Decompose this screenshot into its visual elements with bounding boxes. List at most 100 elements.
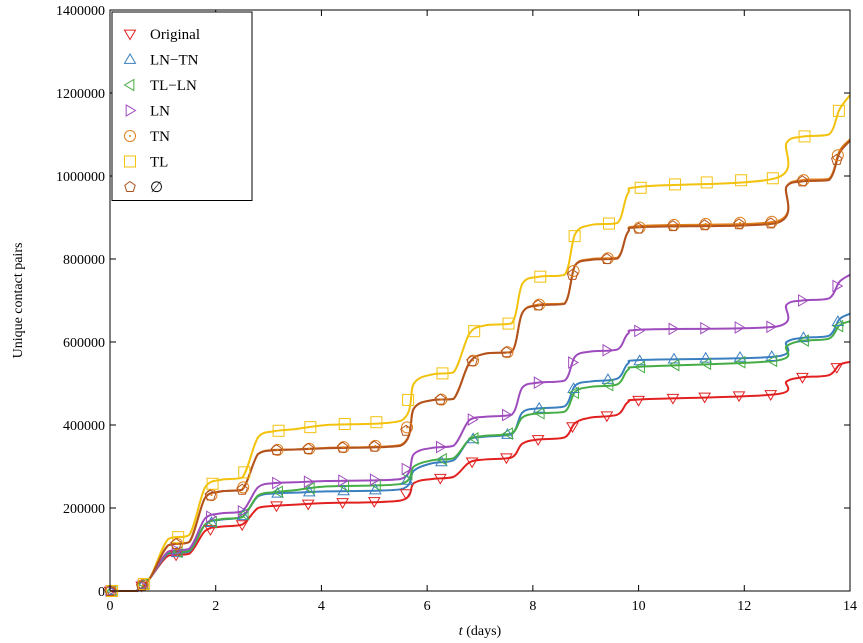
marker-triangle-down bbox=[666, 393, 680, 405]
marker-square bbox=[206, 477, 219, 490]
marker-dot bbox=[342, 446, 345, 449]
marker-dot bbox=[141, 584, 144, 587]
marker-triangle-right bbox=[237, 504, 249, 518]
marker-triangle-left bbox=[303, 481, 315, 495]
marker-triangle-right bbox=[171, 544, 183, 557]
marker-square bbox=[402, 393, 415, 406]
marker-dot bbox=[606, 257, 609, 260]
marker-triangle-left bbox=[533, 406, 545, 420]
marker-pentagon bbox=[434, 393, 447, 405]
marker-square bbox=[238, 466, 251, 479]
marker-pentagon bbox=[336, 441, 349, 453]
marker-triangle-left bbox=[272, 485, 283, 499]
y-tick-label: 400000 bbox=[63, 419, 105, 434]
marker-triangle-up bbox=[532, 401, 546, 413]
x-tick-label: 14 bbox=[843, 599, 857, 614]
marker-triangle-up bbox=[733, 350, 747, 362]
marker-triangle-up bbox=[699, 351, 713, 363]
marker-pentagon bbox=[601, 252, 613, 265]
x-tick-label: 4 bbox=[318, 599, 325, 614]
marker-triangle-up bbox=[302, 485, 316, 497]
marker-circle bbox=[401, 421, 414, 434]
marker-pentagon bbox=[698, 219, 711, 231]
marker-triangle-up bbox=[797, 331, 810, 343]
marker-pentagon bbox=[830, 153, 843, 165]
plot-markers bbox=[103, 104, 845, 598]
x-axis-label-variable: t bbox=[459, 624, 464, 639]
x-tick-label: 2 bbox=[212, 599, 219, 614]
marker-triangle-down bbox=[433, 473, 447, 485]
marker-pentagon bbox=[236, 483, 248, 495]
marker-triangle-right bbox=[502, 408, 513, 422]
marker-pentagon bbox=[204, 489, 217, 501]
marker-pentagon bbox=[104, 584, 116, 596]
marker-dot bbox=[242, 486, 245, 489]
marker-dot bbox=[739, 221, 742, 224]
marker-triangle-left bbox=[734, 355, 746, 369]
marker-triangle-up bbox=[123, 53, 137, 64]
marker-pentagon bbox=[400, 424, 412, 436]
y-tick-label: 0 bbox=[98, 585, 105, 600]
marker-triangle-up bbox=[466, 432, 480, 444]
marker-dot bbox=[440, 398, 443, 401]
marker-triangle-left bbox=[237, 507, 249, 521]
marker-triangle-right bbox=[272, 476, 283, 490]
marker-triangle-down bbox=[600, 411, 614, 423]
marker-triangle-down bbox=[531, 435, 545, 447]
marker-square bbox=[700, 176, 713, 189]
marker-triangle-up bbox=[435, 455, 448, 467]
marker-square bbox=[304, 421, 317, 434]
marker-triangle-down bbox=[465, 457, 479, 469]
marker-square bbox=[669, 178, 682, 191]
marker-square bbox=[766, 172, 779, 185]
marker-triangle-left bbox=[634, 360, 646, 374]
x-tick-label: 0 bbox=[107, 599, 114, 614]
marker-dot bbox=[672, 223, 675, 226]
marker-pentagon bbox=[368, 440, 381, 452]
marker-triangle-right bbox=[369, 473, 381, 487]
marker-triangle-right bbox=[734, 321, 746, 334]
marker-pentagon bbox=[796, 175, 809, 187]
marker-triangle-left bbox=[668, 358, 680, 372]
marker-pentagon bbox=[500, 346, 513, 358]
legend-label: TL−LN bbox=[150, 78, 197, 94]
legend-label: LN bbox=[150, 104, 170, 120]
marker-square bbox=[370, 416, 383, 429]
marker-dot bbox=[770, 220, 773, 223]
marker-triangle-right bbox=[436, 440, 447, 454]
marker-circle bbox=[734, 216, 747, 229]
marker-square bbox=[338, 417, 351, 430]
x-tick-label: 6 bbox=[424, 599, 431, 614]
marker-triangle-up bbox=[501, 428, 514, 439]
marker-triangle-right bbox=[766, 320, 778, 334]
marker-dot bbox=[506, 351, 509, 354]
marker-square bbox=[534, 270, 547, 283]
marker-dot bbox=[638, 226, 641, 229]
y-tick-label: 200000 bbox=[63, 502, 105, 517]
marker-triangle-down bbox=[500, 453, 513, 465]
marker-pentagon bbox=[733, 218, 745, 230]
marker-triangle-right bbox=[303, 475, 315, 489]
marker-dot bbox=[538, 303, 541, 306]
marker-triangle-down bbox=[270, 501, 283, 513]
x-tick-label: 8 bbox=[529, 599, 536, 614]
marker-triangle-right bbox=[338, 474, 350, 487]
marker-pentagon bbox=[302, 442, 315, 454]
series-line-3 bbox=[110, 273, 851, 592]
marker-pentagon bbox=[667, 220, 679, 232]
marker-triangle-right bbox=[533, 376, 545, 390]
marker-triangle-right bbox=[125, 104, 137, 117]
marker-triangle-left bbox=[123, 78, 135, 92]
marker-triangle-up bbox=[831, 315, 845, 327]
marker-triangle-right bbox=[700, 321, 712, 335]
marker-triangle-up bbox=[601, 373, 615, 384]
x-axis-label-unit: (days) bbox=[463, 624, 502, 639]
x-tick-label: 10 bbox=[632, 599, 646, 614]
marker-triangle-down bbox=[796, 372, 809, 384]
marker-triangle-down bbox=[399, 489, 413, 501]
marker-pentagon bbox=[566, 268, 579, 280]
marker-square bbox=[832, 104, 845, 117]
marker-square bbox=[124, 155, 136, 168]
marker-circle bbox=[124, 130, 136, 142]
plot-frame bbox=[109, 9, 851, 592]
